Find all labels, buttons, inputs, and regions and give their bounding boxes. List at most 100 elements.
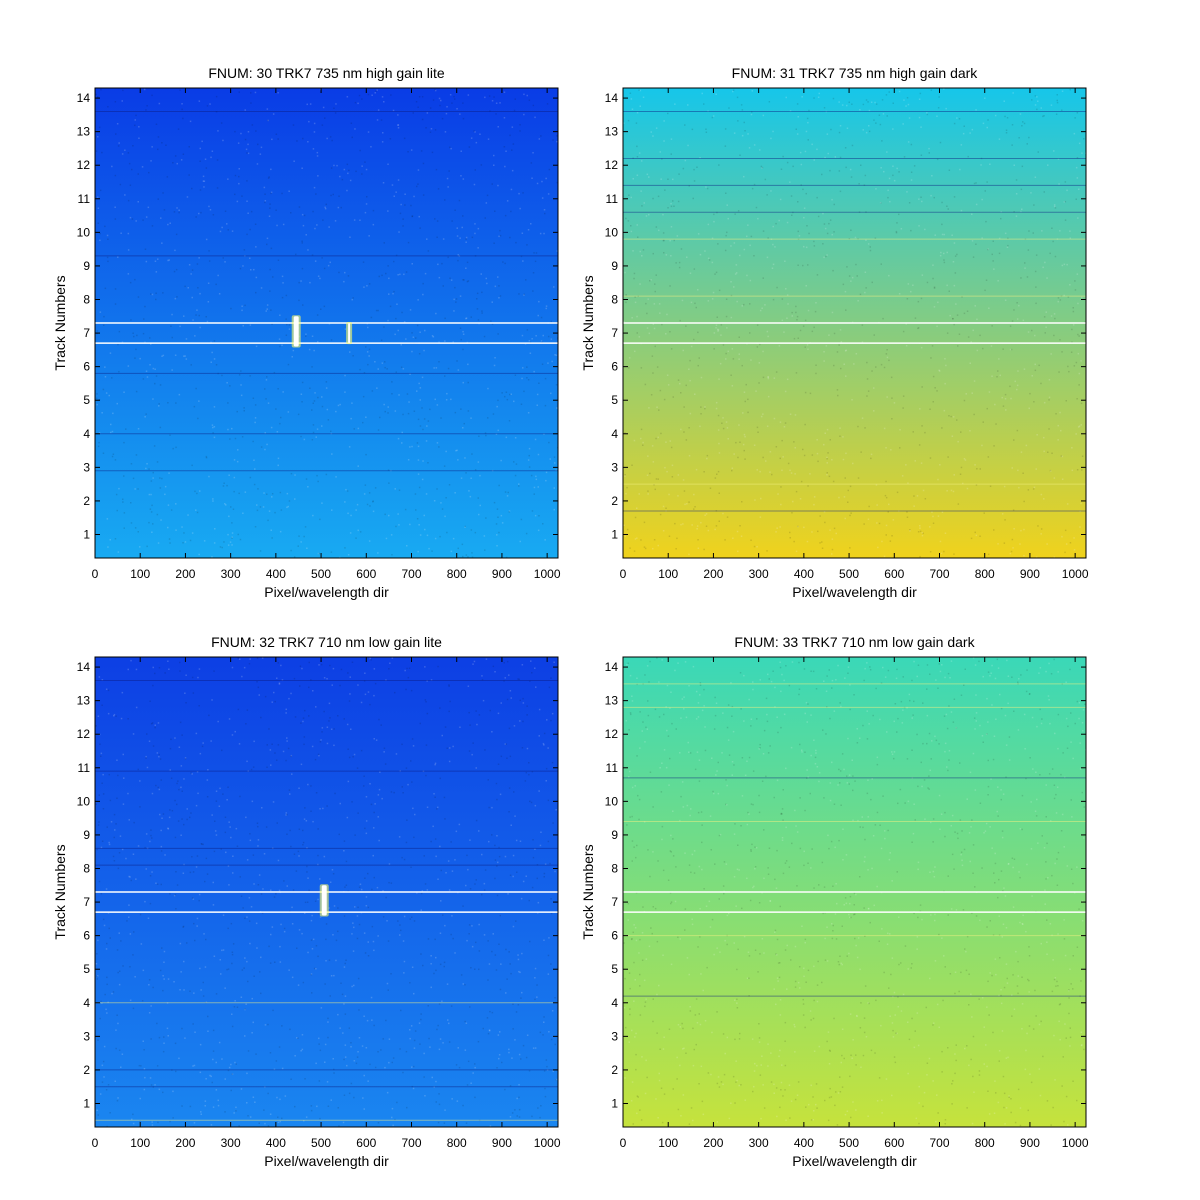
x-tick-label: 800 (975, 567, 995, 581)
axes-frame (94, 656, 559, 1128)
y-tick-label: 12 (605, 158, 619, 172)
noise-speckle (623, 657, 1086, 1127)
y-tick-label: 5 (611, 962, 618, 976)
x-tick-label: 800 (975, 1136, 995, 1150)
x-tick-label: 600 (884, 567, 904, 581)
y-tick-label: 14 (77, 91, 91, 105)
y-tick-label: 8 (611, 862, 618, 876)
y-tick-label: 1 (611, 528, 618, 542)
panel-1: 0 100 200 300 400 500 600 700 800 900 100012345678… (52, 65, 561, 600)
y-tick-label: 2 (83, 1063, 90, 1077)
x-tick-label: 900 (492, 567, 512, 581)
y-tick-label: 9 (83, 259, 90, 273)
y-tick-label: 4 (611, 996, 618, 1010)
x-tick-label: 400 (794, 567, 814, 581)
x-tick-label: 300 (221, 1136, 241, 1150)
x-tick-label: 1000 (1062, 1136, 1089, 1150)
y-tick-label: 3 (611, 460, 618, 474)
y-tick-label: 2 (611, 1063, 618, 1077)
y-tick-label: 8 (611, 293, 618, 307)
noise-speckle (95, 657, 558, 1127)
y-tick-label: 4 (611, 427, 618, 441)
y-tick-label: 11 (606, 761, 619, 775)
y-tick-label: 10 (605, 794, 619, 808)
x-tick-label: 500 (839, 567, 859, 581)
y-tick-label: 13 (605, 125, 619, 139)
x-tick-label: 900 (1020, 1136, 1040, 1150)
x-tick-label: 100 (130, 1136, 150, 1150)
x-tick-label: 300 (749, 567, 769, 581)
y-tick-label: 14 (605, 91, 619, 105)
x-tick-label: 800 (447, 1136, 467, 1150)
y-tick-label: 8 (83, 862, 90, 876)
y-tick-label: 11 (78, 192, 91, 206)
x-tick-label: 200 (703, 567, 723, 581)
spot (321, 885, 327, 916)
y-tick-label: 6 (611, 360, 618, 374)
y-tick-label: 6 (611, 929, 618, 943)
x-tick-label: 500 (311, 567, 331, 581)
axes-frame (622, 656, 1087, 1128)
y-tick-label: 2 (83, 494, 90, 508)
x-tick-label: 800 (447, 567, 467, 581)
y-tick-label: 9 (83, 828, 90, 842)
chart-title: FNUM: 30 TRK7 735 nm high gain lite (208, 65, 445, 81)
y-tick-label: 14 (77, 660, 91, 674)
x-tick-label: 700 (929, 567, 949, 581)
x-axis-label: Pixel/wavelength dir (264, 584, 389, 600)
y-tick-label: 10 (77, 794, 91, 808)
y-tick-label: 12 (77, 158, 91, 172)
x-tick-label: 600 (356, 1136, 376, 1150)
y-tick-label: 10 (605, 225, 619, 239)
x-tick-label: 400 (794, 1136, 814, 1150)
y-tick-label: 5 (83, 962, 90, 976)
spot (293, 316, 299, 347)
x-tick-label: 400 (266, 1136, 286, 1150)
x-tick-label: 900 (1020, 567, 1040, 581)
y-tick-label: 12 (77, 727, 91, 741)
x-tick-label: 300 (749, 1136, 769, 1150)
x-axis-label: Pixel/wavelength dir (792, 1153, 917, 1169)
y-tick-label: 4 (83, 996, 90, 1010)
x-tick-label: 100 (130, 567, 150, 581)
x-tick-label: 100 (658, 567, 678, 581)
axes-frame (622, 87, 1087, 559)
y-tick-label: 14 (605, 660, 619, 674)
x-tick-label: 0 (620, 1136, 627, 1150)
y-tick-label: 13 (77, 125, 91, 139)
x-tick-label: 400 (266, 567, 286, 581)
x-tick-label: 0 (620, 567, 627, 581)
y-tick-label: 3 (83, 460, 90, 474)
x-tick-label: 700 (929, 1136, 949, 1150)
y-tick-label: 12 (605, 727, 619, 741)
x-axis-label: Pixel/wavelength dir (264, 1153, 389, 1169)
y-tick-label: 7 (611, 895, 618, 909)
heatmap-image (623, 88, 1086, 558)
x-axis-label: Pixel/wavelength dir (792, 584, 917, 600)
chart-title: FNUM: 31 TRK7 735 nm high gain dark (732, 65, 979, 81)
x-tick-label: 700 (401, 1136, 421, 1150)
y-axis-label: Track Numbers (580, 275, 596, 370)
x-tick-label: 200 (703, 1136, 723, 1150)
noise-speckle (623, 88, 1086, 558)
x-tick-label: 0 (92, 567, 99, 581)
panel-2: 0 100 200 300 400 500 600 700 800 900 100012345678… (580, 65, 1089, 600)
x-tick-label: 500 (839, 1136, 859, 1150)
y-tick-label: 7 (611, 326, 618, 340)
y-tick-label: 13 (77, 694, 91, 708)
x-tick-label: 600 (884, 1136, 904, 1150)
y-tick-label: 11 (78, 761, 91, 775)
y-tick-label: 5 (611, 393, 618, 407)
y-tick-label: 1 (83, 528, 90, 542)
panel-4: 0 100 200 300 400 500 600 700 800 900 100012345678… (580, 634, 1089, 1169)
y-tick-label: 6 (83, 360, 90, 374)
y-tick-label: 3 (611, 1029, 618, 1043)
y-axis-label: Track Numbers (52, 844, 68, 939)
x-tick-label: 1000 (534, 1136, 561, 1150)
y-tick-label: 1 (611, 1097, 618, 1111)
axes-frame (94, 87, 559, 559)
heatmap-image (95, 657, 558, 1127)
y-tick-label: 10 (77, 225, 91, 239)
heatmap-image (95, 88, 558, 558)
y-tick-label: 4 (83, 427, 90, 441)
